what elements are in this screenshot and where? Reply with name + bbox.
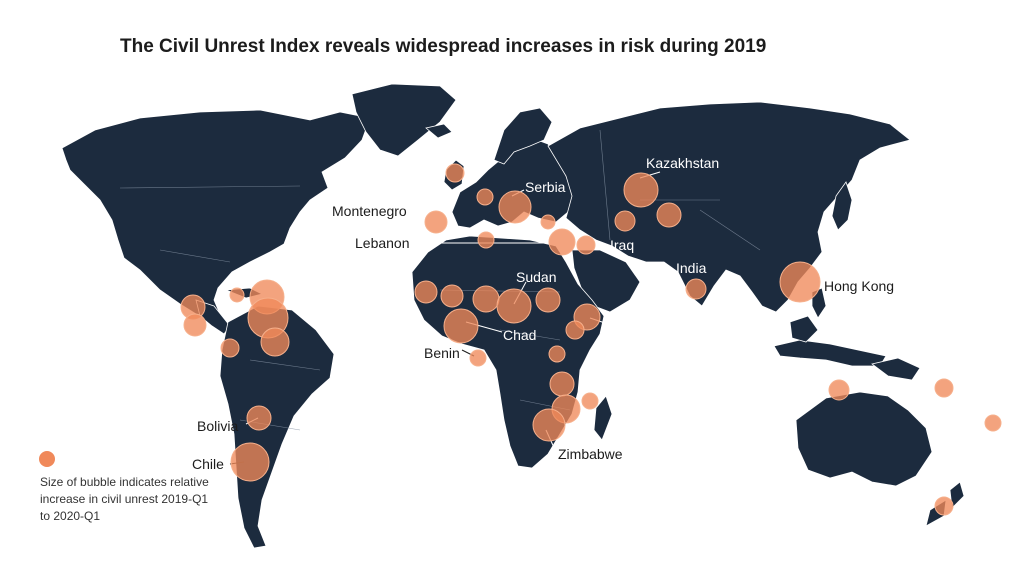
japan (831, 181, 853, 231)
bubble-chile (230, 442, 270, 482)
label-kazakhstan: Kazakhstan (646, 155, 719, 171)
south-america (219, 305, 335, 549)
label-chad: Chad (503, 327, 536, 343)
bubble-tanzania (549, 371, 575, 397)
bubbles (180, 163, 1002, 516)
bubble-serbia (498, 190, 532, 224)
new-guinea (871, 357, 921, 381)
bubble-france (476, 188, 494, 206)
bubble-fiji (984, 414, 1002, 432)
australia (795, 391, 933, 487)
bubble-mali (440, 284, 464, 308)
label-lebanon: Lebanon (355, 235, 410, 251)
philippines (811, 287, 827, 319)
bubble-pakistan (656, 202, 682, 228)
label-montenegro: Montenegro (332, 203, 407, 219)
bubble-south-sudan (548, 345, 566, 363)
label-india: India (676, 260, 707, 276)
bubble-indonesia (828, 379, 850, 401)
iceland (425, 123, 453, 139)
southeast-asia-islands (773, 339, 887, 367)
bubble-nigeria (443, 308, 479, 344)
label-djibouti: Djibouti (615, 318, 662, 334)
label-hong-kong: Hong Kong (824, 278, 894, 294)
map-title: The Civil Unrest Index reveals widesprea… (120, 36, 767, 57)
bubble-benin (469, 349, 487, 367)
landmasses (61, 83, 965, 549)
bubble-mali-west (414, 280, 438, 304)
bubble-iraq (576, 235, 596, 255)
country-labels: Kazakhstan Serbia Montenegro Lebanon Ira… (192, 155, 894, 472)
bubble-cuba (229, 287, 245, 303)
bubble-sudan (535, 287, 561, 313)
bubble-niger (472, 285, 500, 313)
north-america (61, 109, 371, 323)
borneo (789, 315, 819, 343)
bubble-ethiopia (565, 320, 585, 340)
bubble-madagascar (581, 392, 599, 410)
bubble-iran-north (614, 210, 636, 232)
bubble-nicaragua (183, 313, 207, 337)
asia (547, 101, 911, 313)
bubble-new-zealand (934, 496, 954, 516)
label-serbia: Serbia (525, 179, 566, 195)
madagascar (593, 395, 613, 441)
bubble-chad (496, 288, 532, 324)
greenland (351, 83, 457, 157)
bubble-montenegro (424, 210, 448, 234)
scandinavia (493, 107, 553, 165)
bubble-ecuador (220, 338, 240, 358)
legend-bubble (39, 451, 55, 467)
bubble-algeria (477, 231, 495, 249)
bubble-bolivia (246, 405, 272, 431)
bubble-colombia (260, 327, 290, 357)
bubble-zimbabwe (532, 408, 566, 442)
label-bolivia: Bolivia (197, 418, 238, 434)
legend-text: Size of bubble indicates relative increa… (40, 475, 209, 523)
bubble-turkey (540, 214, 556, 230)
bubble-india (685, 278, 707, 300)
bubble-kazakhstan (623, 172, 659, 208)
label-zimbabwe: Zimbabwe (558, 446, 623, 462)
bubble-solomon-islands (934, 378, 954, 398)
bubble-hong-kong (779, 261, 821, 303)
label-benin: Benin (424, 345, 460, 361)
label-iraq: Iraq (610, 237, 634, 253)
label-sudan: Sudan (516, 269, 556, 285)
bubble-uk (445, 163, 465, 183)
label-chile: Chile (192, 456, 224, 472)
bubble-lebanon (548, 228, 576, 256)
